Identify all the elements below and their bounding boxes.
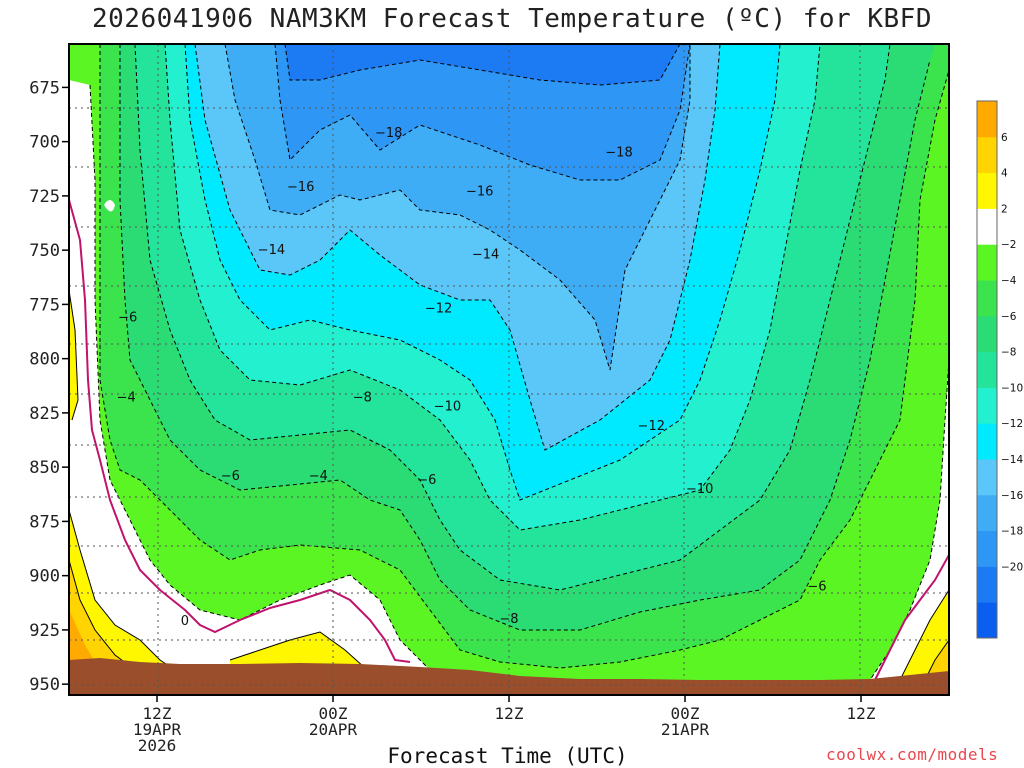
x-tick-label: 12Z xyxy=(495,704,524,723)
x-tick-label: 12Z xyxy=(143,704,172,723)
y-tick-label: 925 xyxy=(29,621,60,641)
contour-labels: −18 −18 −16 −16 −14 −14 −12 −12 −10 −10 −8 −8 −6 −6 −6… xyxy=(117,126,827,629)
colorbar-swatch xyxy=(977,244,997,281)
contour-label: −16 xyxy=(466,185,493,200)
colorbar: 6 4 2 −2 −4 −6 −8 −10 −12 −14 −16 −18 −20 xyxy=(976,100,1023,639)
colorbar-label: −6 xyxy=(1001,311,1017,323)
contour-label: −8 xyxy=(499,612,518,627)
y-tick-label: 700 xyxy=(29,133,60,153)
colorbar-swatch xyxy=(977,494,997,532)
x-tick-label: 19APR xyxy=(133,720,182,739)
band-plus-2-left xyxy=(69,290,78,420)
contour-label: −14 xyxy=(258,243,285,258)
colorbar-label: −12 xyxy=(1001,418,1023,430)
colorbar-label: −14 xyxy=(1001,454,1023,466)
contour-label: −6 xyxy=(807,580,826,595)
x-axis-label: Forecast Time (UTC) xyxy=(387,744,628,768)
colorbar-label: −2 xyxy=(1001,239,1016,251)
gridlines xyxy=(69,44,949,695)
colorbar-swatch xyxy=(977,172,997,209)
freezing-line xyxy=(69,199,949,681)
colorbar-swatch xyxy=(977,387,997,424)
colorbar-swatch xyxy=(977,280,997,317)
x-tick-label: 20APR xyxy=(309,720,358,739)
x-tick-label: 00Z xyxy=(671,704,700,723)
y-tick-label: 800 xyxy=(29,350,60,370)
credit-link[interactable]: coolwx.com/models xyxy=(826,745,999,764)
contour-label: −8 xyxy=(353,391,372,406)
contour-label: −16 xyxy=(287,180,314,195)
colorbar-swatch xyxy=(977,459,997,496)
y-tick-label: 775 xyxy=(29,295,60,315)
chart-title: 2026041906 NAM3KM Forecast Temperature (… xyxy=(92,4,932,34)
x-tick-label: 2026 xyxy=(138,736,177,755)
white-blob xyxy=(104,200,115,212)
y-tick-label: 900 xyxy=(29,567,60,587)
contour-label: −18 xyxy=(375,126,402,141)
band-plus-6-left xyxy=(69,610,100,670)
colorbar-label: −16 xyxy=(1001,490,1023,502)
colorbar-swatch xyxy=(977,136,997,174)
contour-label: −10 xyxy=(434,399,461,414)
colorbar-swatch xyxy=(977,351,997,388)
colorbar-frame xyxy=(976,100,998,639)
x-tick-label: 21APR xyxy=(661,720,710,739)
colorbar-label: 4 xyxy=(1001,168,1008,180)
colorbar-label: −8 xyxy=(1001,347,1016,359)
contour-label: −6 xyxy=(118,310,137,325)
colorbar-swatch xyxy=(977,602,997,639)
contour-label: −4 xyxy=(309,469,328,484)
ground-terrain xyxy=(69,658,949,695)
band-minus-22 xyxy=(285,44,680,85)
contour-label: −10 xyxy=(686,482,713,497)
colorbar-label: −4 xyxy=(1001,275,1017,287)
y-tick-label: 825 xyxy=(29,404,60,424)
band-plus-2-mid xyxy=(230,632,365,668)
contour-label: −14 xyxy=(472,247,499,262)
y-tick-label: 725 xyxy=(29,187,60,207)
colorbar-label: −20 xyxy=(1001,561,1023,573)
colorbar-label: 2 xyxy=(1001,203,1008,215)
contour-label: −6 xyxy=(417,473,436,488)
x-tick-label: 00Z xyxy=(319,704,348,723)
contour-label: −6 xyxy=(221,469,240,484)
y-tick-label: 750 xyxy=(29,241,60,261)
colorbar-label: −18 xyxy=(1001,526,1023,538)
y-tick-label: 850 xyxy=(29,458,60,478)
contour-label: −12 xyxy=(638,419,665,434)
solid-contours xyxy=(69,289,949,681)
contour-label: 0 xyxy=(181,614,189,629)
colorbar-label: −10 xyxy=(1001,382,1023,394)
y-tick-label: 675 xyxy=(29,78,60,98)
band-plus-4-right xyxy=(925,640,949,680)
y-tick-label: 950 xyxy=(29,675,60,695)
colorbar-swatch xyxy=(977,101,997,138)
band-plus-4-left xyxy=(69,560,135,670)
colorbar-swatch xyxy=(977,315,997,353)
contour-label: −4 xyxy=(117,391,136,406)
contour-fill-layer: −18 −18 −16 −16 −14 −14 −12 −12 −10 −10 −8 −8 −6 −6 −6… xyxy=(69,44,949,695)
colorbar-swatch xyxy=(977,530,997,567)
band-zero-left xyxy=(69,80,430,670)
x-tick-label: 12Z xyxy=(847,704,876,723)
contour-label: −12 xyxy=(425,302,452,317)
colorbar-label: 6 xyxy=(1001,132,1008,144)
band-zero-right xyxy=(870,360,949,680)
colorbar-swatch xyxy=(977,423,997,460)
colorbar-swatch xyxy=(977,566,997,603)
y-axis: 675 700 725 750 775 800 825 850 875 900 925 950 xyxy=(29,78,69,695)
colorbar-swatch xyxy=(977,208,997,245)
y-tick-label: 875 xyxy=(29,512,60,532)
contour-label: −18 xyxy=(605,146,632,161)
